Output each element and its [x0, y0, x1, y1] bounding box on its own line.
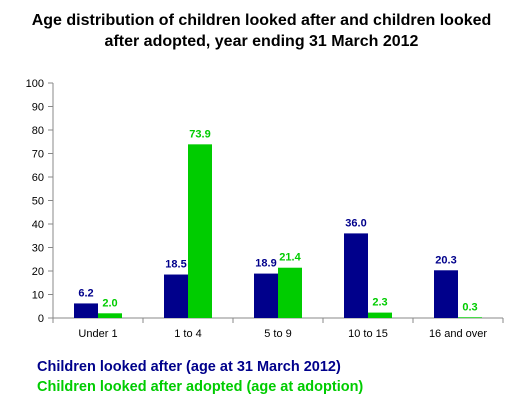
y-tick-label: 80: [32, 125, 44, 137]
data-label: 2.0: [102, 297, 117, 309]
data-label: 73.9: [189, 128, 210, 140]
y-tick-label: 30: [32, 243, 44, 255]
bar-adopted: [458, 317, 482, 318]
data-label: 36.0: [345, 217, 366, 229]
bar-adopted: [188, 144, 212, 318]
x-tick-label: 5 to 9: [264, 328, 292, 340]
y-tick-label: 20: [32, 266, 44, 278]
x-tick-label: Under 1: [78, 328, 117, 340]
bar-looked-after: [434, 270, 458, 318]
legend: Children looked after (age at 31 March 2…: [37, 357, 363, 397]
chart-title: Age distribution of children looked afte…: [0, 10, 523, 52]
data-label: 21.4: [279, 252, 301, 264]
data-label: 20.3: [435, 254, 456, 266]
y-tick-label: 10: [32, 290, 44, 302]
data-label: 0.3: [462, 301, 477, 313]
data-label: 18.5: [165, 259, 186, 271]
y-tick-label: 60: [32, 172, 44, 184]
x-tick-label: 10 to 15: [348, 328, 388, 340]
data-label: 18.9: [255, 258, 276, 270]
x-tick-label: 16 and over: [429, 328, 487, 340]
y-tick-label: 40: [32, 219, 44, 231]
data-label: 2.3: [372, 297, 387, 309]
bar-adopted: [278, 267, 302, 318]
bar-looked-after: [254, 273, 278, 318]
y-tick-label: 100: [26, 78, 44, 90]
y-tick-label: 90: [32, 102, 44, 114]
legend-item-children-adopted: Children looked after adopted (age at ad…: [37, 379, 364, 395]
data-label: 6.2: [78, 287, 93, 299]
y-tick-label: 70: [32, 149, 44, 161]
bar-looked-after: [344, 233, 368, 318]
bar-adopted: [98, 313, 122, 318]
x-tick-label: 1 to 4: [174, 328, 202, 340]
bar-looked-after: [74, 303, 98, 318]
legend-item-children-looked-after: Children looked after (age at 31 March 2…: [37, 359, 341, 375]
chart-title-line-2: after adopted, year ending 31 March 2012: [104, 33, 419, 50]
bar-looked-after: [164, 274, 188, 318]
bar-adopted: [368, 312, 392, 318]
y-tick-label: 0: [38, 313, 44, 325]
chart-title-line-1: Age distribution of children looked afte…: [31, 12, 492, 29]
y-tick-label: 50: [32, 196, 44, 208]
